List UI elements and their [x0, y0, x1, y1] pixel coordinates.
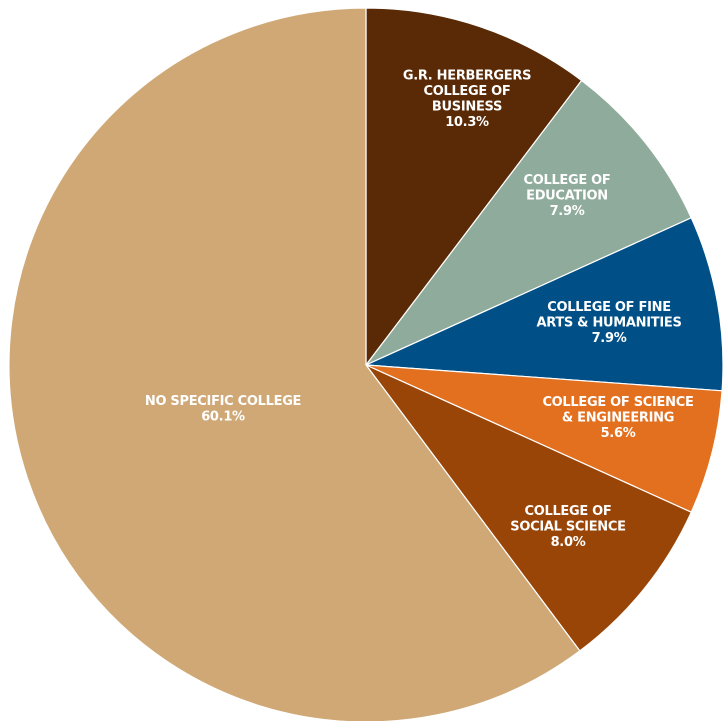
pie-slice-college-of-education: [365, 79, 692, 366]
slice-label-college-of-fine-arts-and-humanities: COLLEGE OF FINE ARTS & HUMANITIES 7.9%: [536, 300, 681, 346]
pie-slices: [8, 7, 723, 721]
slice-name-line: COLLEGE OF SCIENCE: [542, 395, 693, 410]
slice-name-line: COLLEGE OF: [523, 173, 610, 188]
slice-name-line: EDUCATION: [526, 189, 608, 204]
pie-slice-college-of-social-science: [365, 364, 692, 652]
pie-labels: G.R. HERBERGERS COLLEGE OF BUSINESS 10.3%CO…: [145, 68, 694, 550]
slice-name-line: & ENGINEERING: [562, 411, 674, 426]
slice-name-line: ARTS & HUMANITIES: [536, 316, 681, 331]
pie-slice-g-r-herbergers-college-of-business: [365, 7, 583, 366]
slice-label-college-of-education: COLLEGE OF EDUCATION 7.9%: [523, 173, 610, 219]
slice-label-college-of-social-science: COLLEGE OF SOCIAL SCIENCE 8.0%: [510, 504, 625, 550]
slice-name-line: COLLEGE OF FINE: [547, 300, 671, 315]
slice-value-label: 10.3%: [445, 115, 489, 130]
slice-value-label: 8.0%: [551, 535, 586, 550]
slice-value-label: 5.6%: [601, 426, 636, 441]
slice-name-line: NO SPECIFIC COLLEGE: [145, 394, 301, 409]
pie-slice-no-specific-college: [8, 7, 581, 721]
slice-name-line: COLLEGE OF: [524, 504, 611, 519]
slice-value-label: 7.9%: [550, 204, 585, 219]
slice-name-line: COLLEGE OF: [423, 84, 510, 99]
slice-name-line: BUSINESS: [432, 99, 502, 114]
slice-value-label: 7.9%: [592, 331, 627, 346]
slice-name-line: SOCIAL SCIENCE: [510, 520, 625, 535]
slice-label-g-r-herbergers-college-of-business: G.R. HERBERGERS COLLEGE OF BUSINESS 10.3%: [403, 68, 531, 130]
slice-name-line: G.R. HERBERGERS: [403, 68, 531, 83]
slice-value-label: 60.1%: [201, 409, 245, 424]
slice-label-college-of-science-and-engineering: COLLEGE OF SCIENCE & ENGINEERING 5.6%: [542, 395, 693, 441]
slice-label-no-specific-college: NO SPECIFIC COLLEGE 60.1%: [145, 394, 301, 425]
